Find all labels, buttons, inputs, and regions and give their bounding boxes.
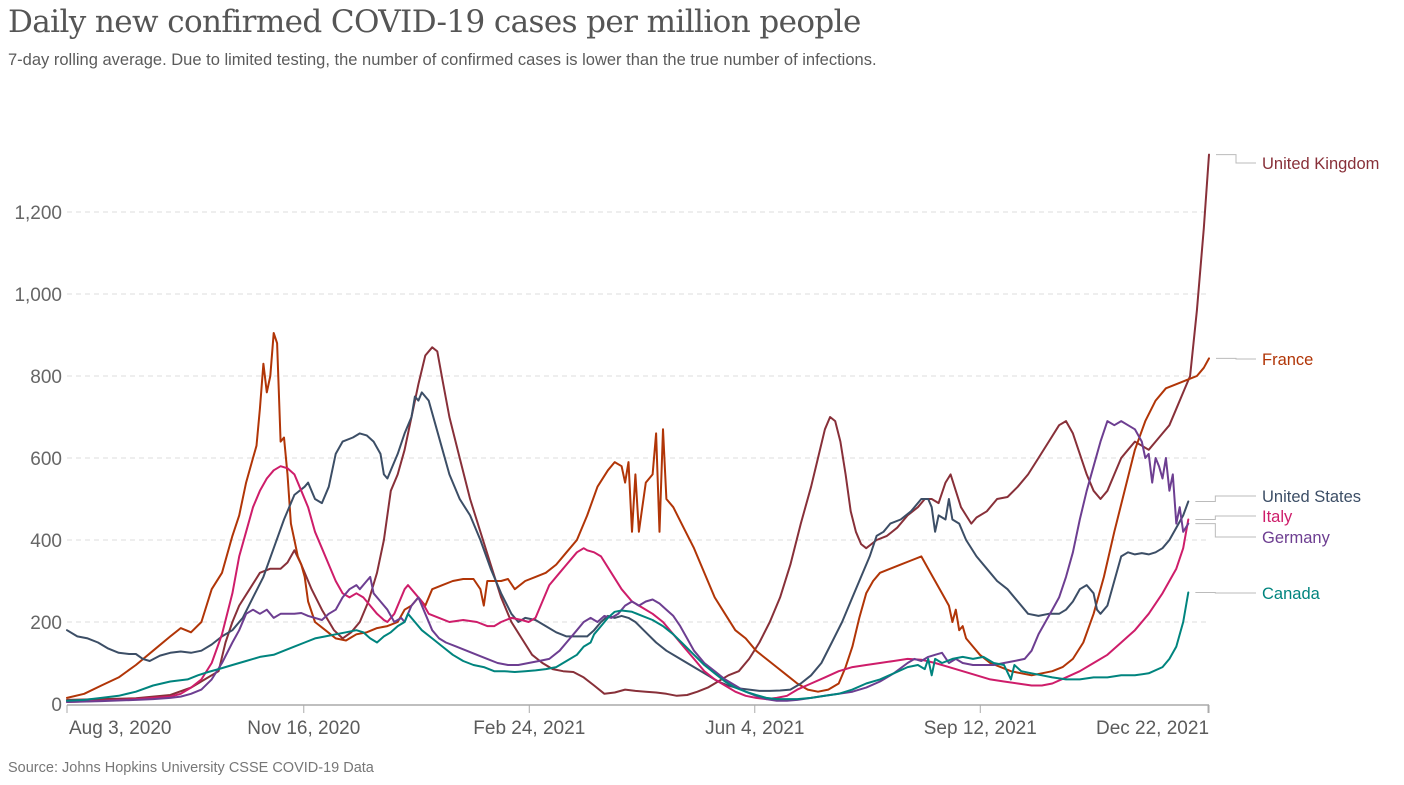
x-tick-label: Dec 22, 2021 (1096, 718, 1209, 739)
series-line-italy[interactable] (66, 465, 1190, 703)
y-tick-label: 200 (30, 613, 62, 634)
series-line-united-kingdom[interactable] (66, 153, 1210, 701)
series-label-canada[interactable]: Canada (1262, 585, 1321, 603)
series-line-canada[interactable] (66, 591, 1190, 702)
x-tick-label: Sep 12, 2021 (924, 718, 1037, 739)
label-connector (1216, 154, 1256, 164)
label-connector (1195, 523, 1256, 538)
series-line-germany[interactable] (66, 420, 1190, 703)
label-connector (1195, 495, 1256, 502)
series-label-united-kingdom[interactable]: United Kingdom (1262, 155, 1379, 173)
label-connector (1195, 515, 1256, 520)
y-tick-label: 0 (51, 695, 62, 716)
source-note: Source: Johns Hopkins University CSSE CO… (8, 760, 374, 776)
series-label-france[interactable]: France (1262, 351, 1313, 369)
series-label-united-states[interactable]: United States (1262, 488, 1361, 506)
y-axis: 0 200 400 600 800 1,000 1,200 (14, 203, 62, 716)
gridlines (67, 211, 1209, 623)
x-tick-label: Jun 4, 2021 (705, 718, 804, 739)
series-label-germany[interactable]: Germany (1262, 529, 1331, 547)
label-connector (1216, 357, 1256, 360)
y-tick-label: 1,200 (14, 203, 62, 224)
y-tick-label: 400 (30, 531, 62, 552)
series-label-italy[interactable]: Italy (1262, 508, 1293, 526)
y-tick-label: 1,000 (14, 285, 62, 306)
x-tick-label: Feb 24, 2021 (473, 718, 585, 739)
chart-title: Daily new confirmed COVID-19 cases per m… (8, 4, 861, 40)
y-tick-label: 600 (30, 449, 62, 470)
series-lines (66, 153, 1210, 703)
x-tick-label: Nov 16, 2020 (247, 718, 360, 739)
y-tick-label: 800 (30, 367, 62, 388)
series-line-united-states[interactable] (66, 391, 1190, 692)
series-labels: United Kingdom France United States Italy Ge… (1195, 154, 1379, 603)
x-tick-label: Aug 3, 2020 (69, 718, 171, 739)
x-axis: Aug 3, 2020 Nov 16, 2020 Feb 24, 2021 Jun 4… (66, 704, 1210, 739)
label-connector (1195, 591, 1256, 594)
series-line-france[interactable] (66, 332, 1210, 699)
chart-subtitle: 7-day rolling average. Due to limited te… (8, 51, 877, 69)
